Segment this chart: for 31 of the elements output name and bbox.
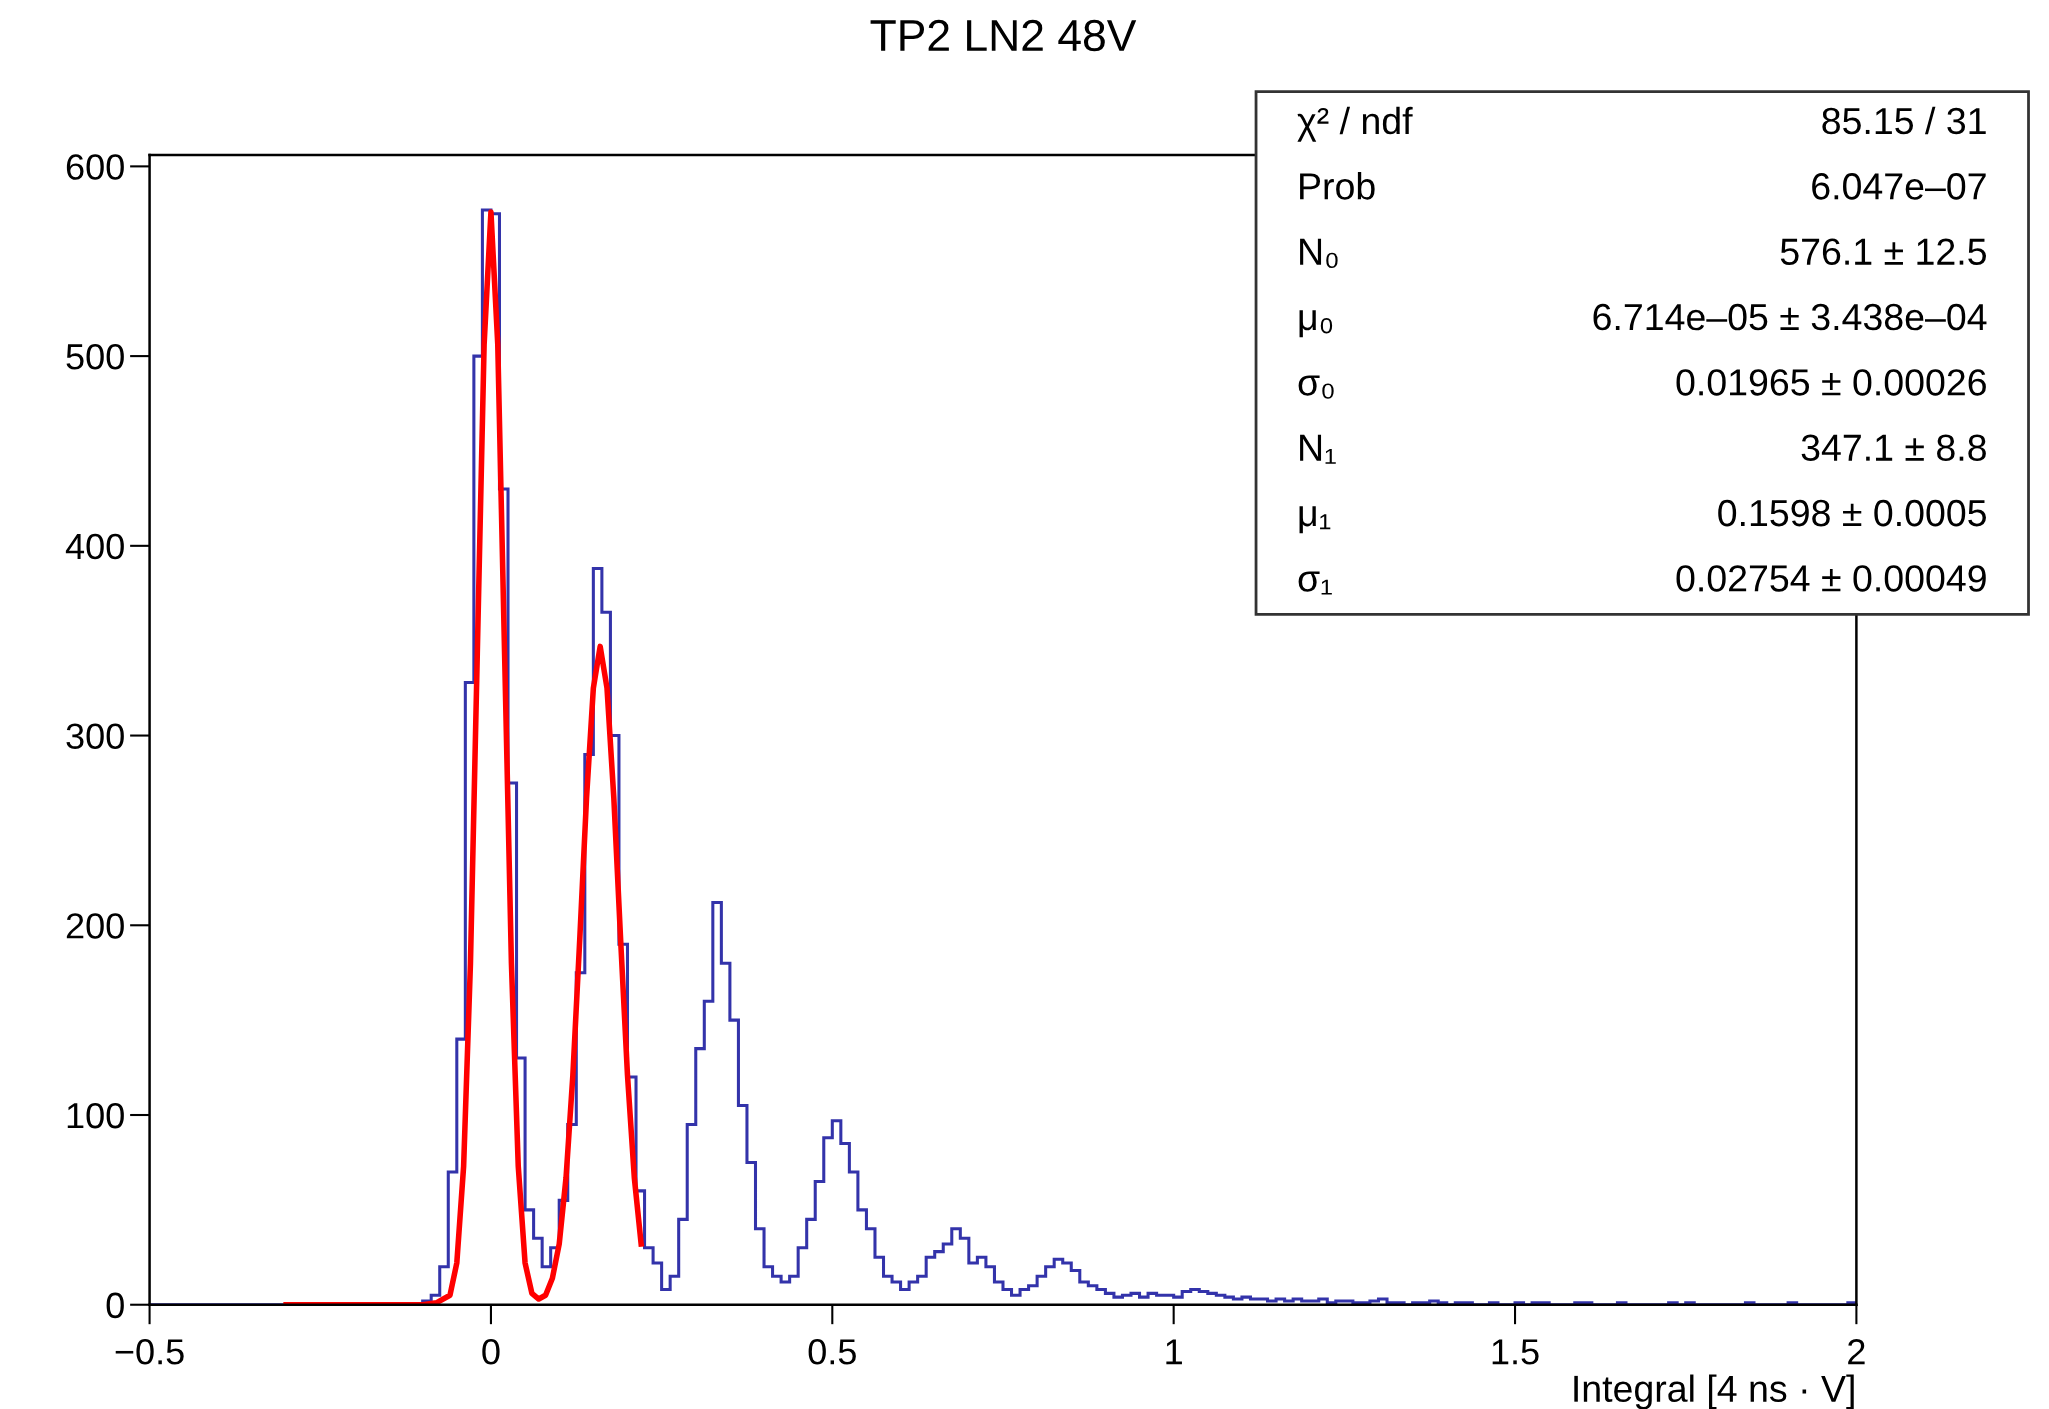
annotation: 6.047e–07 (1812, 173, 1986, 200)
y-tick-label: 100 (67, 1102, 124, 1129)
text: 85.15 / 31 (1822, 106, 1986, 135)
y-tick-label: 300 (66, 723, 124, 749)
annotation: 576.1 ± 12.5 (1780, 238, 1986, 266)
x-tick-label: 0 (482, 1339, 500, 1365)
annotation: Prob (1300, 172, 1375, 200)
x-tick-label: 2 (1848, 1339, 1865, 1365)
x-tick-label: 1.5 (1492, 1339, 1539, 1365)
annotation: 6.714e–05 ± 3.438e–04 (1593, 303, 1987, 331)
annotation: μ₁ (1299, 506, 1331, 534)
y-tick-label: 400 (65, 533, 124, 560)
annotation: σ₁ (1298, 571, 1332, 595)
chart-title: TP2 LN2 48V (870, 19, 1137, 52)
annotation: 347.1 ± 8.8 (1801, 434, 1986, 462)
annotation: 0.02754 ± 0.00049 (1676, 565, 1986, 592)
annotation: 0.1598 ± 0.0005 (1718, 499, 1986, 527)
annotation: 0.01965 ± 0.00026 (1676, 369, 1986, 396)
y-tick-label: 200 (66, 913, 124, 939)
y-tick-label: 500 (66, 343, 124, 370)
text: χ² / ndf (1297, 106, 1413, 142)
y-tick-label: 0 (106, 1292, 124, 1319)
annotation: N₀ (1300, 238, 1338, 269)
x-tick-label: −0.5 (115, 1339, 184, 1365)
annotation: μ₀ (1299, 310, 1333, 338)
y-tick-label: 600 (66, 154, 124, 180)
x-tick-label: 0.5 (808, 1339, 856, 1365)
x-axis-title: Integral [4 ns · V] (1574, 1374, 1854, 1409)
x-tick-label: 1 (1166, 1339, 1182, 1365)
annotation: σ₀ (1298, 375, 1334, 399)
annotation: N₁ (1300, 434, 1336, 464)
